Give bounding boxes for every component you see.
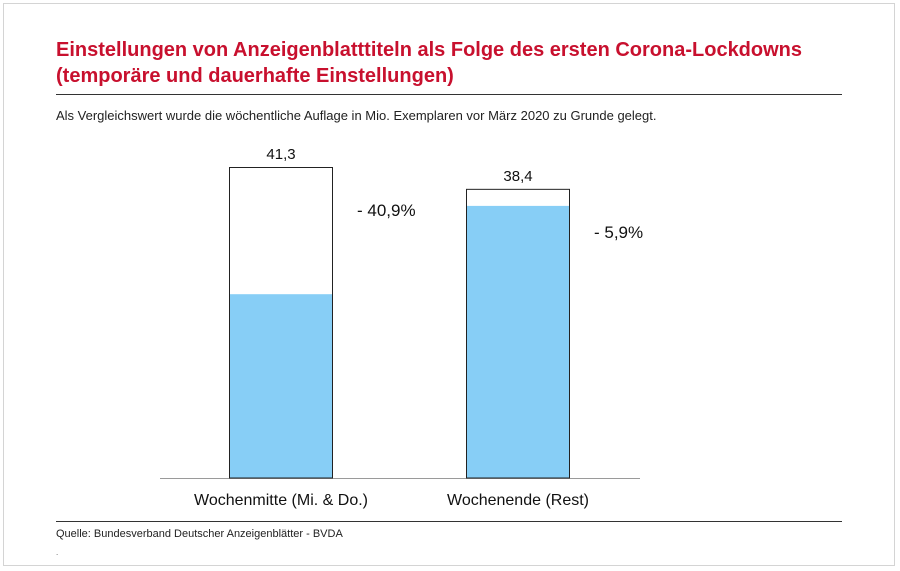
chart-title-line-2: (temporäre und dauerhafte Einstellungen) [56,65,454,87]
category-label-2: Wochenende (Rest) [447,492,589,509]
top-divider [56,94,842,95]
chart-title: Einstellungen von Anzeigenblatttiteln al… [56,37,856,89]
change-label-2: - 5,9% [594,223,643,242]
bar-outline-2 [466,188,570,479]
bottom-divider [56,521,842,522]
bar-outline-1 [229,167,333,479]
category-label-1: Wochenmitte (Mi. & Do.) [194,492,368,509]
bar-remaining-2 [466,205,570,478]
slide-frame [3,3,895,566]
value-label-2: 38,4 [503,168,532,185]
change-label-1: - 40,9% [357,201,416,220]
value-label-1: 41,3 [266,146,295,163]
chart-subtitle: Als Vergleichswert wurde die wöchentlich… [56,108,657,123]
source-note: Quelle: Bundesverband Deutscher Anzeigen… [56,528,343,540]
bar-remaining-1 [229,294,333,478]
chart-title-line-1: Einstellungen von Anzeigenblatttiteln al… [56,39,803,61]
footnote-mark: . [56,548,59,557]
